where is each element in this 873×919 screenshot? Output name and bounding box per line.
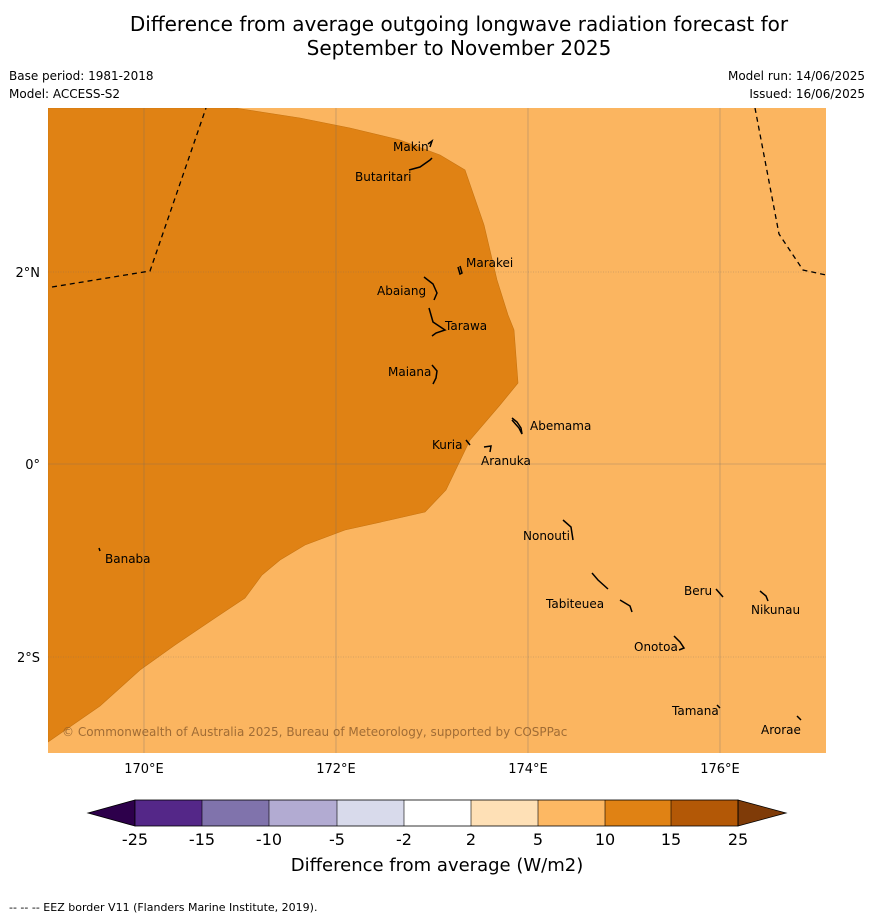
issued-date: Issued: 16/06/2025: [749, 87, 865, 101]
meta-left: Base period: 1981-2018 Model: ACCESS-S2: [9, 69, 154, 105]
island-onotoa-shape: [673, 635, 686, 651]
colorbar-bin-1: [135, 800, 202, 826]
base-period: Base period: 1981-2018: [9, 69, 154, 83]
eez-border-east: [754, 108, 826, 276]
cb-tick-2: 2: [466, 830, 476, 849]
label-butaritari: Butaritari: [355, 170, 412, 184]
island-marakei-shape: [457, 265, 463, 276]
colorbar-extend-high: [737, 799, 788, 827]
colorbar-bin-6: [471, 800, 538, 826]
cb-tick-neg2: -2: [396, 830, 412, 849]
graticule: [48, 108, 826, 753]
island-abemama-shape: [511, 417, 523, 435]
label-makin: Makin: [393, 140, 429, 154]
colorbar-bin-5: [404, 800, 471, 826]
label-onotoa: Onotoa: [634, 640, 678, 654]
lat-axis-labels: 2°N 0° 2°S: [16, 266, 41, 666]
cb-tick-5: 5: [533, 830, 543, 849]
cb-tick-neg15: -15: [189, 830, 215, 849]
label-marakei: Marakei: [466, 256, 513, 270]
eez-border-west: [51, 108, 207, 288]
label-tabiteuea: Tabiteuea: [545, 597, 604, 611]
lat-tick-2s: 2°S: [17, 651, 40, 666]
lon-axis-labels: 170°E 172°E 174°E 176°E: [124, 762, 740, 777]
cb-tick-15: 15: [661, 830, 681, 849]
lon-tick-174e: 174°E: [508, 762, 548, 777]
label-arorae: Arorae: [761, 723, 801, 737]
colorbar-bin-9: [671, 800, 738, 826]
island-makin-shape: [427, 138, 434, 148]
colorbar-title: Difference from average (W/m2): [291, 855, 583, 876]
lon-tick-176e: 176°E: [700, 762, 740, 777]
colorbar-bin-4: [337, 800, 404, 826]
label-aranuka: Aranuka: [481, 454, 531, 468]
colorbar-bin-2: [202, 800, 269, 826]
label-abaiang: Abaiang: [377, 284, 426, 298]
meta-right: Model run: 14/06/2025 Issued: 16/06/2025: [728, 69, 865, 105]
label-kuria: Kuria: [432, 438, 463, 452]
island-tamana-shape: [716, 704, 721, 709]
island-butaritari-shape: [408, 157, 433, 171]
island-tarawa-shape: [428, 307, 447, 337]
island-aranuka-shape: [483, 445, 492, 453]
island-labels: Makin Butaritari Marakei Abaiang Tarawa …: [105, 140, 801, 737]
lat-tick-0: 0°: [25, 458, 40, 473]
model-run: Model run: 14/06/2025: [727, 69, 865, 83]
colorbar-bin-8: [605, 800, 671, 826]
lon-tick-172e: 172°E: [316, 762, 356, 777]
label-tarawa: Tarawa: [444, 319, 487, 333]
islands: [98, 138, 802, 721]
cb-tick-neg10: -10: [256, 830, 282, 849]
eez-footnote: -- -- -- EEZ border V11 (Flanders Marine…: [9, 901, 318, 914]
colorbar-extend-low: [86, 799, 136, 827]
model-name: Model: ACCESS-S2: [9, 87, 121, 101]
island-banaba-shape: [98, 547, 101, 552]
copyright-text: © Commonwealth of Australia 2025, Bureau…: [62, 725, 567, 739]
island-abaiang-shape: [423, 276, 438, 301]
colorbar: -25 -15 -10 -5 -2 2 5 10 15 25 Differenc…: [86, 799, 788, 876]
island-maiana-shape: [431, 364, 438, 385]
island-tabiteuea-north-shape: [591, 572, 609, 590]
chart-title: Difference from average outgoing longwav…: [0, 12, 873, 60]
colorbar-frame: [134, 799, 739, 827]
colorbar-tick-labels: -25 -15 -10 -5 -2 2 5 10 15 25: [122, 830, 748, 849]
colorbar-bin-3: [269, 800, 337, 826]
island-beru-shape: [715, 588, 724, 598]
lon-tick-170e: 170°E: [124, 762, 164, 777]
title-line-1: Difference from average outgoing longwav…: [129, 12, 789, 36]
colorbar-bin-7: [538, 800, 605, 826]
eez-border: [51, 108, 826, 288]
island-nikunau-shape: [759, 590, 769, 602]
map-area: Makin Butaritari Marakei Abaiang Tarawa …: [48, 108, 826, 753]
anomaly-region-10-15: [48, 108, 519, 743]
island-tabiteuea-south-shape: [619, 599, 633, 613]
label-nikunau: Nikunau: [751, 603, 800, 617]
label-abemama: Abemama: [530, 419, 591, 433]
island-nonouti-shape: [562, 519, 574, 541]
island-kuria-shape: [465, 439, 471, 446]
label-tamana: Tamana: [671, 704, 719, 718]
cb-tick-25: 25: [728, 830, 748, 849]
lat-tick-2n: 2°N: [16, 266, 41, 281]
title-line-2: September to November 2025: [306, 36, 612, 60]
colorbar-dividers: [201, 800, 672, 826]
cb-tick-neg25: -25: [122, 830, 148, 849]
cb-tick-neg5: -5: [329, 830, 345, 849]
cb-tick-10: 10: [595, 830, 615, 849]
island-arorae-shape: [796, 715, 802, 721]
label-nonouti: Nonouti: [523, 529, 570, 543]
label-banaba: Banaba: [105, 552, 151, 566]
label-maiana: Maiana: [388, 365, 431, 379]
label-beru: Beru: [684, 584, 712, 598]
